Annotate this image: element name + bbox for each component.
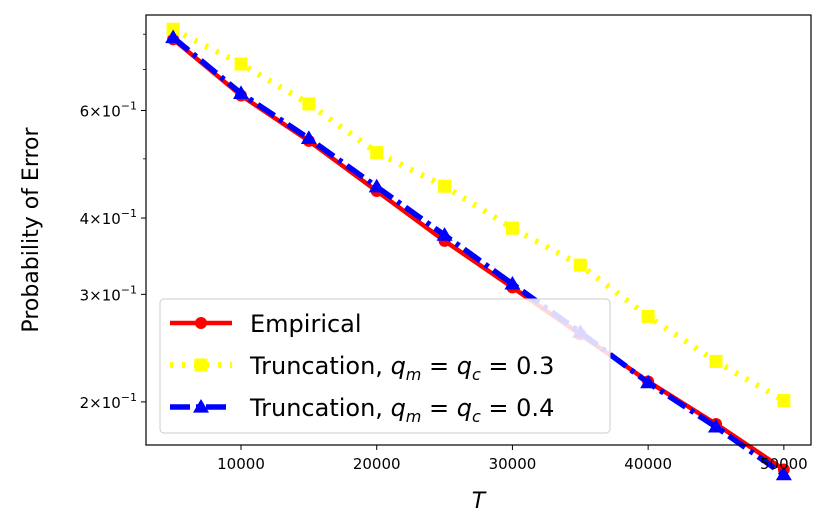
series-2-point <box>777 394 791 408</box>
series-2-point <box>234 57 248 71</box>
y-tick-label: 3×10−1 <box>80 283 137 304</box>
series-3-point <box>504 275 521 290</box>
series-3-point <box>640 374 657 389</box>
series-2-point <box>438 179 452 193</box>
series-2-point <box>166 22 180 36</box>
legend-label-2: Truncation, qm = qc = 0.3 <box>249 352 554 384</box>
y-tick-label: 2×10−1 <box>80 391 137 412</box>
series-2-point <box>505 221 519 235</box>
x-axis-label: T <box>472 489 487 514</box>
legend-marker-2 <box>194 358 208 372</box>
legend-box <box>159 298 611 434</box>
legend-marker-3 <box>193 399 209 413</box>
x-tick-label: 30000 <box>489 455 537 473</box>
series-2-point <box>370 146 384 160</box>
y-axis-label: Probability of Error <box>19 126 44 332</box>
series-3-point <box>300 130 317 145</box>
x-tick-label: 10000 <box>217 455 265 473</box>
legend-marker-1 <box>195 317 207 329</box>
axes-layer: 10000 20000 30000 40000 50000 2×10−1 3×10−1 4×1… <box>80 14 812 473</box>
x-tick-label: 20000 <box>353 455 401 473</box>
x-tick-label: 40000 <box>624 455 672 473</box>
series-2-point <box>709 354 723 368</box>
series-2-point <box>302 97 316 111</box>
legend: Empirical Truncation, qm = qc = 0.3 Trunca… <box>159 298 611 434</box>
x-tick-label: 50000 <box>760 455 808 473</box>
series-3-point <box>775 466 792 481</box>
y-tick-label: 4×10−1 <box>80 207 137 228</box>
legend-label-1: Empirical <box>250 310 362 338</box>
series-3-line <box>171 35 786 477</box>
legend-label-3: Truncation, qm = qc = 0.4 <box>249 394 554 426</box>
series-3-point <box>708 418 724 433</box>
series-2-point <box>573 258 587 272</box>
series-3-point <box>436 227 453 241</box>
series-3-point <box>233 85 249 99</box>
series-3-point <box>368 178 385 193</box>
series-3-point <box>165 29 182 44</box>
y-tick-label: 6×10−1 <box>80 99 137 120</box>
series-2-point <box>641 309 655 323</box>
plot-frame <box>145 14 812 446</box>
